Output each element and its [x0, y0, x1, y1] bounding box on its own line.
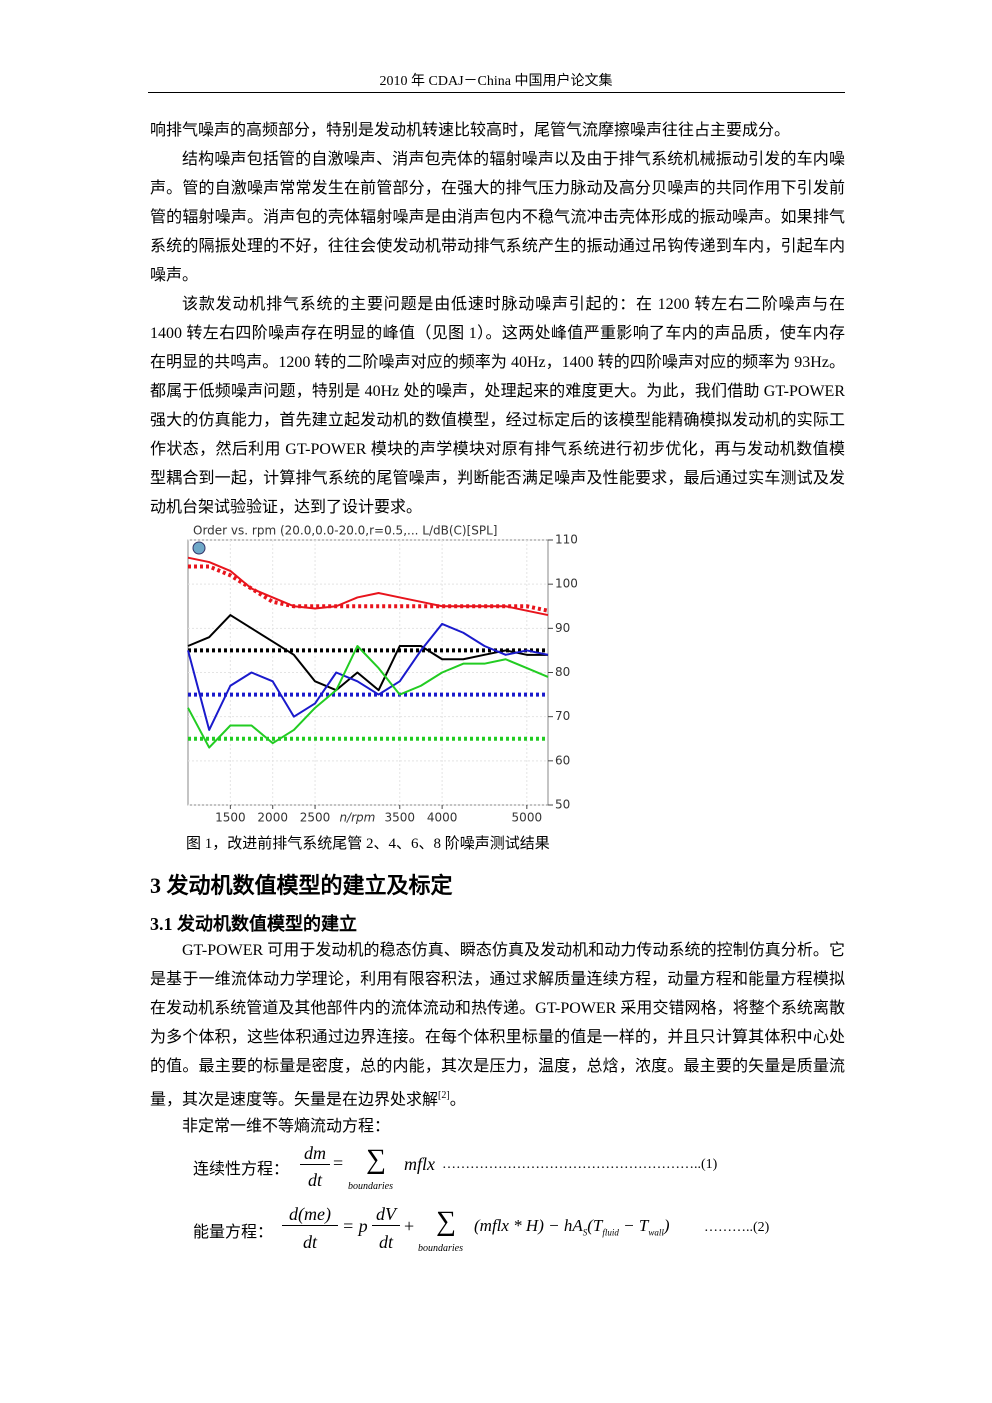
text: (T [587, 1216, 603, 1235]
denominator: dt [302, 1232, 317, 1252]
paragraph: 非定常一维不等熵流动方程： [182, 1118, 391, 1135]
equation-number: ………………………………………………..(1) [442, 1157, 718, 1172]
chart: Order vs. rpm (20.0,0.0-20.0,r=0.5,... L… [187, 524, 578, 825]
text: (mflx * H) − hA [474, 1216, 583, 1235]
operator: = p [342, 1216, 368, 1236]
icon [192, 541, 206, 555]
numerator: d(me) [282, 1204, 338, 1226]
series-line [187, 556, 549, 617]
term: (mflx * H) − hAS(Tfluid − Twall) [474, 1216, 670, 1237]
paragraph: 结构噪声包括管的自激噪声、消声包壳体的辐射噪声以及由于排气系统机械振动引发的车内… [150, 151, 845, 284]
citation: [2] [438, 1090, 450, 1101]
sum: ∑ [436, 1206, 456, 1237]
chart-title: Order vs. rpm (20.0,0.0-20.0,r=0.5,... L… [193, 524, 497, 538]
subscript: fluid [602, 1227, 619, 1238]
subscript: boundaries [418, 1243, 463, 1254]
header-rule [148, 92, 845, 93]
y-tick-label: 110 [555, 533, 578, 547]
x-tick-label: 3500 [384, 811, 415, 825]
subscript: boundaries [348, 1181, 393, 1192]
equation-label: 能量方程： [193, 1224, 274, 1241]
y-tick-label: 50 [555, 798, 570, 812]
equation-number: ………..(2) [704, 1220, 770, 1235]
text: − T [618, 1216, 649, 1235]
x-tick-label: 4000 [427, 811, 458, 825]
series-line [187, 614, 548, 692]
figure-caption: 图 1，改进前排气系统尾管 2、4、6、8 阶噪声测试结果 [186, 836, 550, 852]
paragraph: GT-POWER 可用于发动机的稳态仿真、瞬态仿真及发动机和动力传动系统的控制仿… [150, 936, 845, 1114]
operator: + [404, 1216, 415, 1236]
denominator: dt [378, 1232, 393, 1252]
subscript: wall [648, 1227, 664, 1238]
y-tick-label: 90 [555, 621, 570, 635]
series-line [187, 622, 549, 731]
header: 2010 年 CDAJ－China 中国用户论文集 [379, 74, 613, 89]
x-tick-label: 5000 [512, 811, 543, 825]
subscript: S [582, 1227, 588, 1238]
y-tick-label: 60 [555, 753, 570, 767]
text: ) [663, 1216, 670, 1235]
y-tick-label: 100 [555, 577, 578, 591]
operator: = [333, 1153, 344, 1173]
x-tick-label: 2000 [257, 811, 288, 825]
x-axis-label: n/rpm [339, 811, 375, 825]
section-heading: 3 发动机数值模型的建立及标定 [150, 873, 453, 898]
x-tick-label: 1500 [215, 811, 246, 825]
text: 。 [449, 1091, 466, 1109]
paragraph: 响排气噪声的高频部分，特别是发动机转速比较高时，尾管气流摩擦噪声往往占主要成分。 [150, 122, 791, 139]
paragraph: 该款发动机排气系统的主要问题是由低速时脉动噪声引起的：在 1200 转左右二阶噪… [150, 296, 845, 516]
denominator: dt [307, 1170, 322, 1190]
equation-label: 连续性方程： [193, 1161, 290, 1178]
y-tick-label: 70 [555, 709, 570, 723]
y-tick-label: 80 [555, 665, 570, 679]
numerator: dm [300, 1143, 330, 1165]
numerator: dV [372, 1204, 400, 1226]
text: GT-POWER 可用于发动机的稳态仿真、瞬态仿真及发动机和动力传动系统的控制仿… [150, 942, 845, 1109]
series-line [187, 645, 549, 749]
term: mflx [404, 1154, 435, 1174]
subsection-heading: 3.1 发动机数值模型的建立 [150, 914, 357, 934]
sum: ∑ [366, 1144, 386, 1175]
x-tick-label: 2500 [300, 811, 331, 825]
